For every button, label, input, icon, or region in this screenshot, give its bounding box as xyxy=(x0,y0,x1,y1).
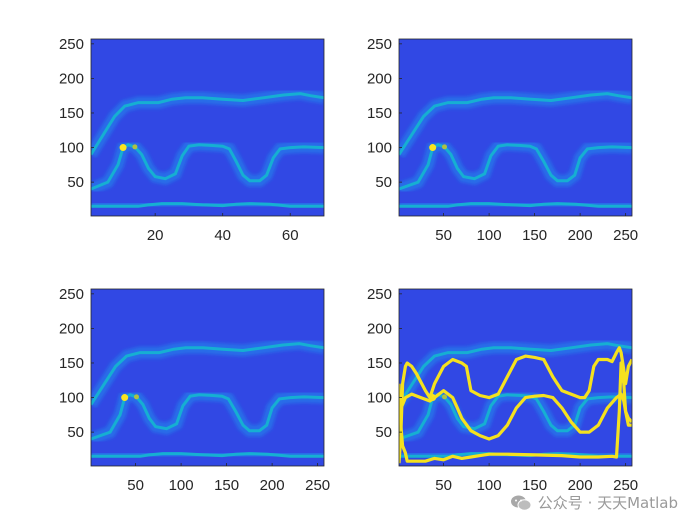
wechat-icon xyxy=(510,495,532,511)
x-tick-label: 150 xyxy=(522,227,547,244)
subplot-grid: 20 40 60 50 100 150 200 250 50 100 150 200 250 50 100 1… xyxy=(59,36,638,494)
energy-peak xyxy=(442,394,448,400)
energy-peak xyxy=(442,144,448,150)
formant-band-mid xyxy=(91,393,324,441)
y-tick-label: 100 xyxy=(367,390,392,407)
formant-band-low xyxy=(91,452,324,458)
y-tick-label: 200 xyxy=(59,70,84,87)
y-tick-label: 50 xyxy=(67,174,84,191)
formant-band-mid xyxy=(399,143,632,191)
y-tick-label: 150 xyxy=(59,105,84,122)
x-tick-label: 150 xyxy=(214,477,239,494)
formant-band-mid xyxy=(91,143,324,191)
x-tick-label: 200 xyxy=(568,227,593,244)
heatmap-background xyxy=(91,39,324,216)
y-tick-label: 200 xyxy=(59,320,84,337)
watermark-text: 公众号 · 天天Matlab xyxy=(537,494,678,512)
x-tick-label: 100 xyxy=(477,227,502,244)
subplot-1: 20 40 60 50 100 150 200 250 xyxy=(59,36,325,244)
x-tick-label: 200 xyxy=(260,477,285,494)
y-tick-label: 150 xyxy=(367,355,392,372)
x-tick-label: 250 xyxy=(305,477,330,494)
energy-peak xyxy=(121,394,129,402)
y-tick-label: 100 xyxy=(367,140,392,157)
heatmap-background xyxy=(399,39,632,216)
watermark: 公众号 · 天天Matlab xyxy=(510,492,678,513)
formant-band-high xyxy=(399,92,632,156)
x-tick-label: 60 xyxy=(282,227,299,244)
x-tick-label: 250 xyxy=(613,227,638,244)
formant-band-mid xyxy=(399,393,632,441)
y-tick-label: 150 xyxy=(367,105,392,122)
subplot-2: 50 100 150 200 250 50 100 150 200 250 xyxy=(367,36,638,244)
formant-band-low xyxy=(91,202,324,208)
axes-frame xyxy=(398,288,633,467)
formant-band-high xyxy=(91,342,324,406)
track-line-3 xyxy=(399,361,632,463)
y-tick-label: 250 xyxy=(367,286,392,303)
energy-peak xyxy=(132,144,138,150)
x-tick-label: 50 xyxy=(435,477,452,494)
y-tick-label: 100 xyxy=(59,140,84,157)
x-tick-label: 40 xyxy=(214,227,231,244)
track-line-1 xyxy=(399,346,632,464)
subplot-4: 50 100 150 200 250 50 100 150 200 250 xyxy=(367,286,638,494)
y-tick-label: 50 xyxy=(375,174,392,191)
y-tick-label: 100 xyxy=(59,390,84,407)
heatmap-background xyxy=(91,289,324,466)
x-tick-label: 100 xyxy=(169,477,194,494)
track-line-2 xyxy=(399,389,632,441)
y-tick-label: 200 xyxy=(367,320,392,337)
axes-frame xyxy=(398,38,633,217)
x-tick-label: 50 xyxy=(435,227,452,244)
energy-peak xyxy=(429,144,437,152)
axes-frame xyxy=(90,38,325,217)
heatmap-background xyxy=(399,289,632,466)
x-tick-label: 200 xyxy=(568,477,593,494)
y-tick-label: 250 xyxy=(59,36,84,53)
x-tick-label: 150 xyxy=(522,477,547,494)
subplot-3: 50 100 150 200 250 50 100 150 200 250 xyxy=(59,286,330,494)
y-tick-label: 250 xyxy=(59,286,84,303)
y-tick-label: 250 xyxy=(367,36,392,53)
y-tick-label: 50 xyxy=(67,424,84,441)
x-tick-label: 250 xyxy=(613,477,638,494)
x-tick-label: 20 xyxy=(147,227,164,244)
y-tick-label: 50 xyxy=(375,424,392,441)
formant-band-low xyxy=(399,202,632,208)
energy-peak xyxy=(134,394,140,400)
y-tick-label: 200 xyxy=(367,70,392,87)
x-tick-label: 100 xyxy=(477,477,502,494)
y-tick-label: 150 xyxy=(59,355,84,372)
x-tick-label: 50 xyxy=(127,477,144,494)
formant-band-high xyxy=(399,342,632,406)
energy-peak xyxy=(119,144,127,152)
formant-band-high xyxy=(91,92,324,156)
axes-frame xyxy=(90,288,325,467)
